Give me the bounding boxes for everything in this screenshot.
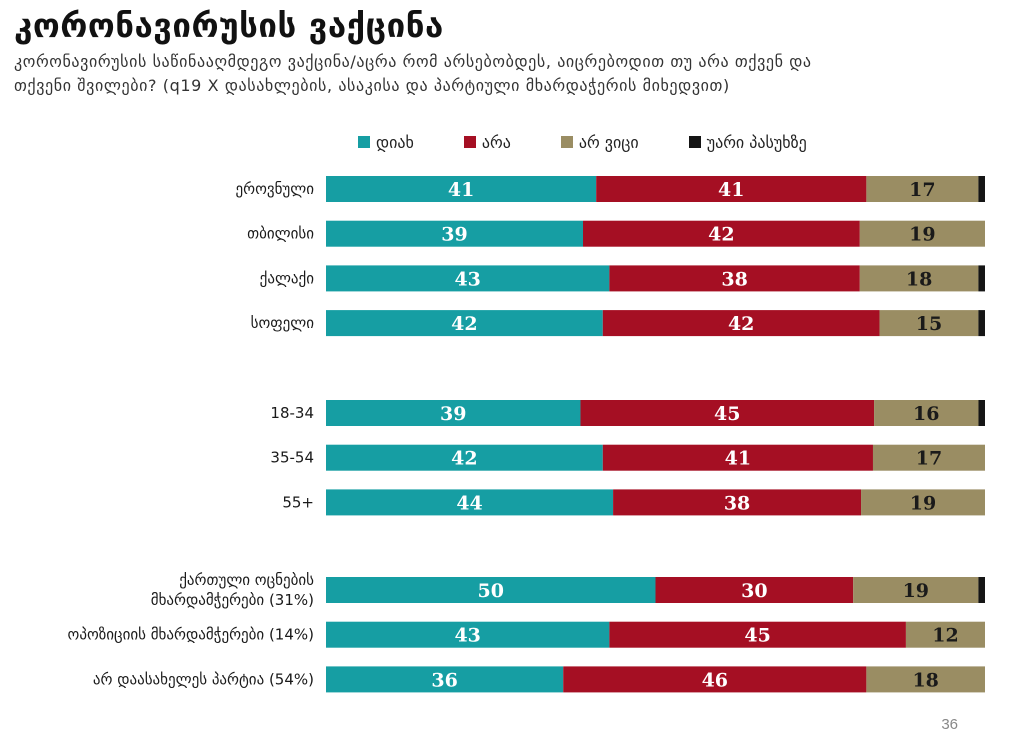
data-label-yes: 42 [451, 448, 477, 470]
data-label-yes: 50 [478, 580, 504, 602]
data-label-dont-know: 17 [916, 448, 942, 470]
data-label-no: 42 [728, 313, 754, 335]
bar-segment-yes [326, 489, 614, 516]
data-label-dont-know: 16 [913, 403, 939, 425]
bar-segment-dont-know [866, 666, 985, 693]
category-label: ოპოზიციის მხარდამჭერები (14%) [68, 626, 314, 644]
data-label-yes: 43 [454, 268, 480, 290]
bar-segment-refused [978, 265, 985, 292]
bar-segment-yes [326, 577, 656, 603]
bar-segment-no [563, 666, 867, 693]
data-label-yes: 36 [431, 669, 457, 691]
bar-segment-yes [326, 621, 610, 648]
category-label: 55+ [282, 493, 314, 511]
bar-segment-yes [326, 265, 610, 292]
category-label: ეროვნული [236, 180, 315, 198]
category-label: მხარდამჭერები (31%) [151, 591, 314, 609]
data-label-dont-know: 19 [909, 224, 935, 246]
data-label-no: 41 [718, 179, 744, 201]
bar-segment-no [596, 176, 867, 202]
data-label-yes: 41 [448, 179, 474, 201]
data-label-dont-know: 12 [932, 625, 958, 647]
category-label: სოფელი [251, 314, 315, 332]
bar-segment-no [602, 310, 880, 337]
page-number: 36 [941, 716, 958, 733]
legend-swatch-dont-know [560, 136, 573, 148]
data-label-no: 30 [741, 580, 767, 602]
bar-segment-yes [326, 310, 603, 337]
data-label-yes: 42 [451, 313, 477, 335]
bar-segment-dont-know [853, 577, 979, 603]
legend-swatch-yes [358, 136, 370, 148]
bar-segment-dont-know [879, 310, 979, 337]
data-label-no: 46 [702, 669, 728, 691]
chart-title: კორონავირუსის ვაქცინა [14, 6, 444, 45]
legend-label-dont-know: არ ვიცი [578, 132, 639, 152]
bar-segment-yes [326, 666, 564, 693]
bar-segment-no [655, 577, 854, 603]
bar-segment-no [583, 220, 860, 247]
bar-segment-dont-know [859, 265, 979, 292]
data-label-no: 38 [724, 492, 750, 514]
bar-segment-no [613, 489, 862, 516]
data-label-no: 45 [714, 403, 740, 425]
data-label-yes: 39 [440, 403, 466, 425]
bar-segment-yes [326, 176, 597, 202]
data-label-no: 42 [708, 224, 734, 246]
legend-label-refused: უარი პასუხზე [706, 132, 807, 152]
legend-swatch-no [463, 136, 476, 148]
legend-item-refused: უარი პასუხზე [688, 132, 807, 152]
bar-segment-refused [978, 400, 985, 426]
bar-segment-dont-know [874, 400, 979, 426]
legend-item-no: არა [463, 132, 511, 152]
data-label-dont-know: 18 [906, 268, 932, 290]
category-label: ქალაქი [260, 269, 315, 287]
data-label-dont-know: 19 [903, 580, 929, 602]
bar-segment-no [609, 621, 906, 648]
bar-segment-no [602, 444, 873, 471]
bar-segment-refused [978, 577, 985, 603]
legend-label-yes: დიახ [376, 132, 414, 152]
bar-segment-yes [326, 444, 603, 471]
data-label-dont-know: 15 [916, 313, 942, 335]
data-label-dont-know: 17 [909, 179, 935, 201]
data-label-yes: 39 [441, 224, 467, 246]
category-label: 35-54 [270, 449, 314, 467]
legend-item-dont-know: არ ვიცი [560, 132, 639, 152]
bar-segment-yes [326, 220, 584, 247]
data-label-no: 38 [721, 268, 747, 290]
category-label: 18-34 [270, 404, 314, 422]
data-label-no: 41 [725, 448, 751, 470]
bar-segment-refused [978, 310, 985, 337]
legend-label-no: არა [481, 132, 511, 152]
category-label: ქართული ოცნების [179, 571, 314, 589]
legend-swatch-refused [688, 136, 701, 148]
bar-segment-dont-know [872, 444, 985, 471]
bar-segment-refused [978, 176, 985, 202]
bar-segment-dont-know [859, 220, 985, 247]
legend-item-yes: დიახ [358, 133, 414, 152]
bar-segment-dont-know [905, 621, 985, 648]
category-label: არ დაასახელეს პარტია (54%) [93, 670, 314, 688]
legend: დიახ არა არ ვიცი უარი პასუხზე [358, 131, 857, 153]
bar-segment-dont-know [866, 176, 979, 202]
category-label: თბილისი [247, 225, 314, 243]
data-label-dont-know: 19 [910, 492, 936, 514]
data-label-dont-know: 18 [912, 669, 938, 691]
data-label-no: 45 [744, 625, 770, 647]
bar-segment-yes [326, 400, 581, 426]
chart-subtitle: კორონავირუსის საწინააღმდეგო ვაქცინა/აცრა… [14, 52, 812, 95]
bar-segment-no [580, 400, 875, 426]
bar-segment-no [609, 265, 860, 292]
bar-segment-dont-know [861, 489, 985, 516]
data-label-yes: 44 [456, 492, 482, 514]
data-label-yes: 43 [454, 625, 480, 647]
